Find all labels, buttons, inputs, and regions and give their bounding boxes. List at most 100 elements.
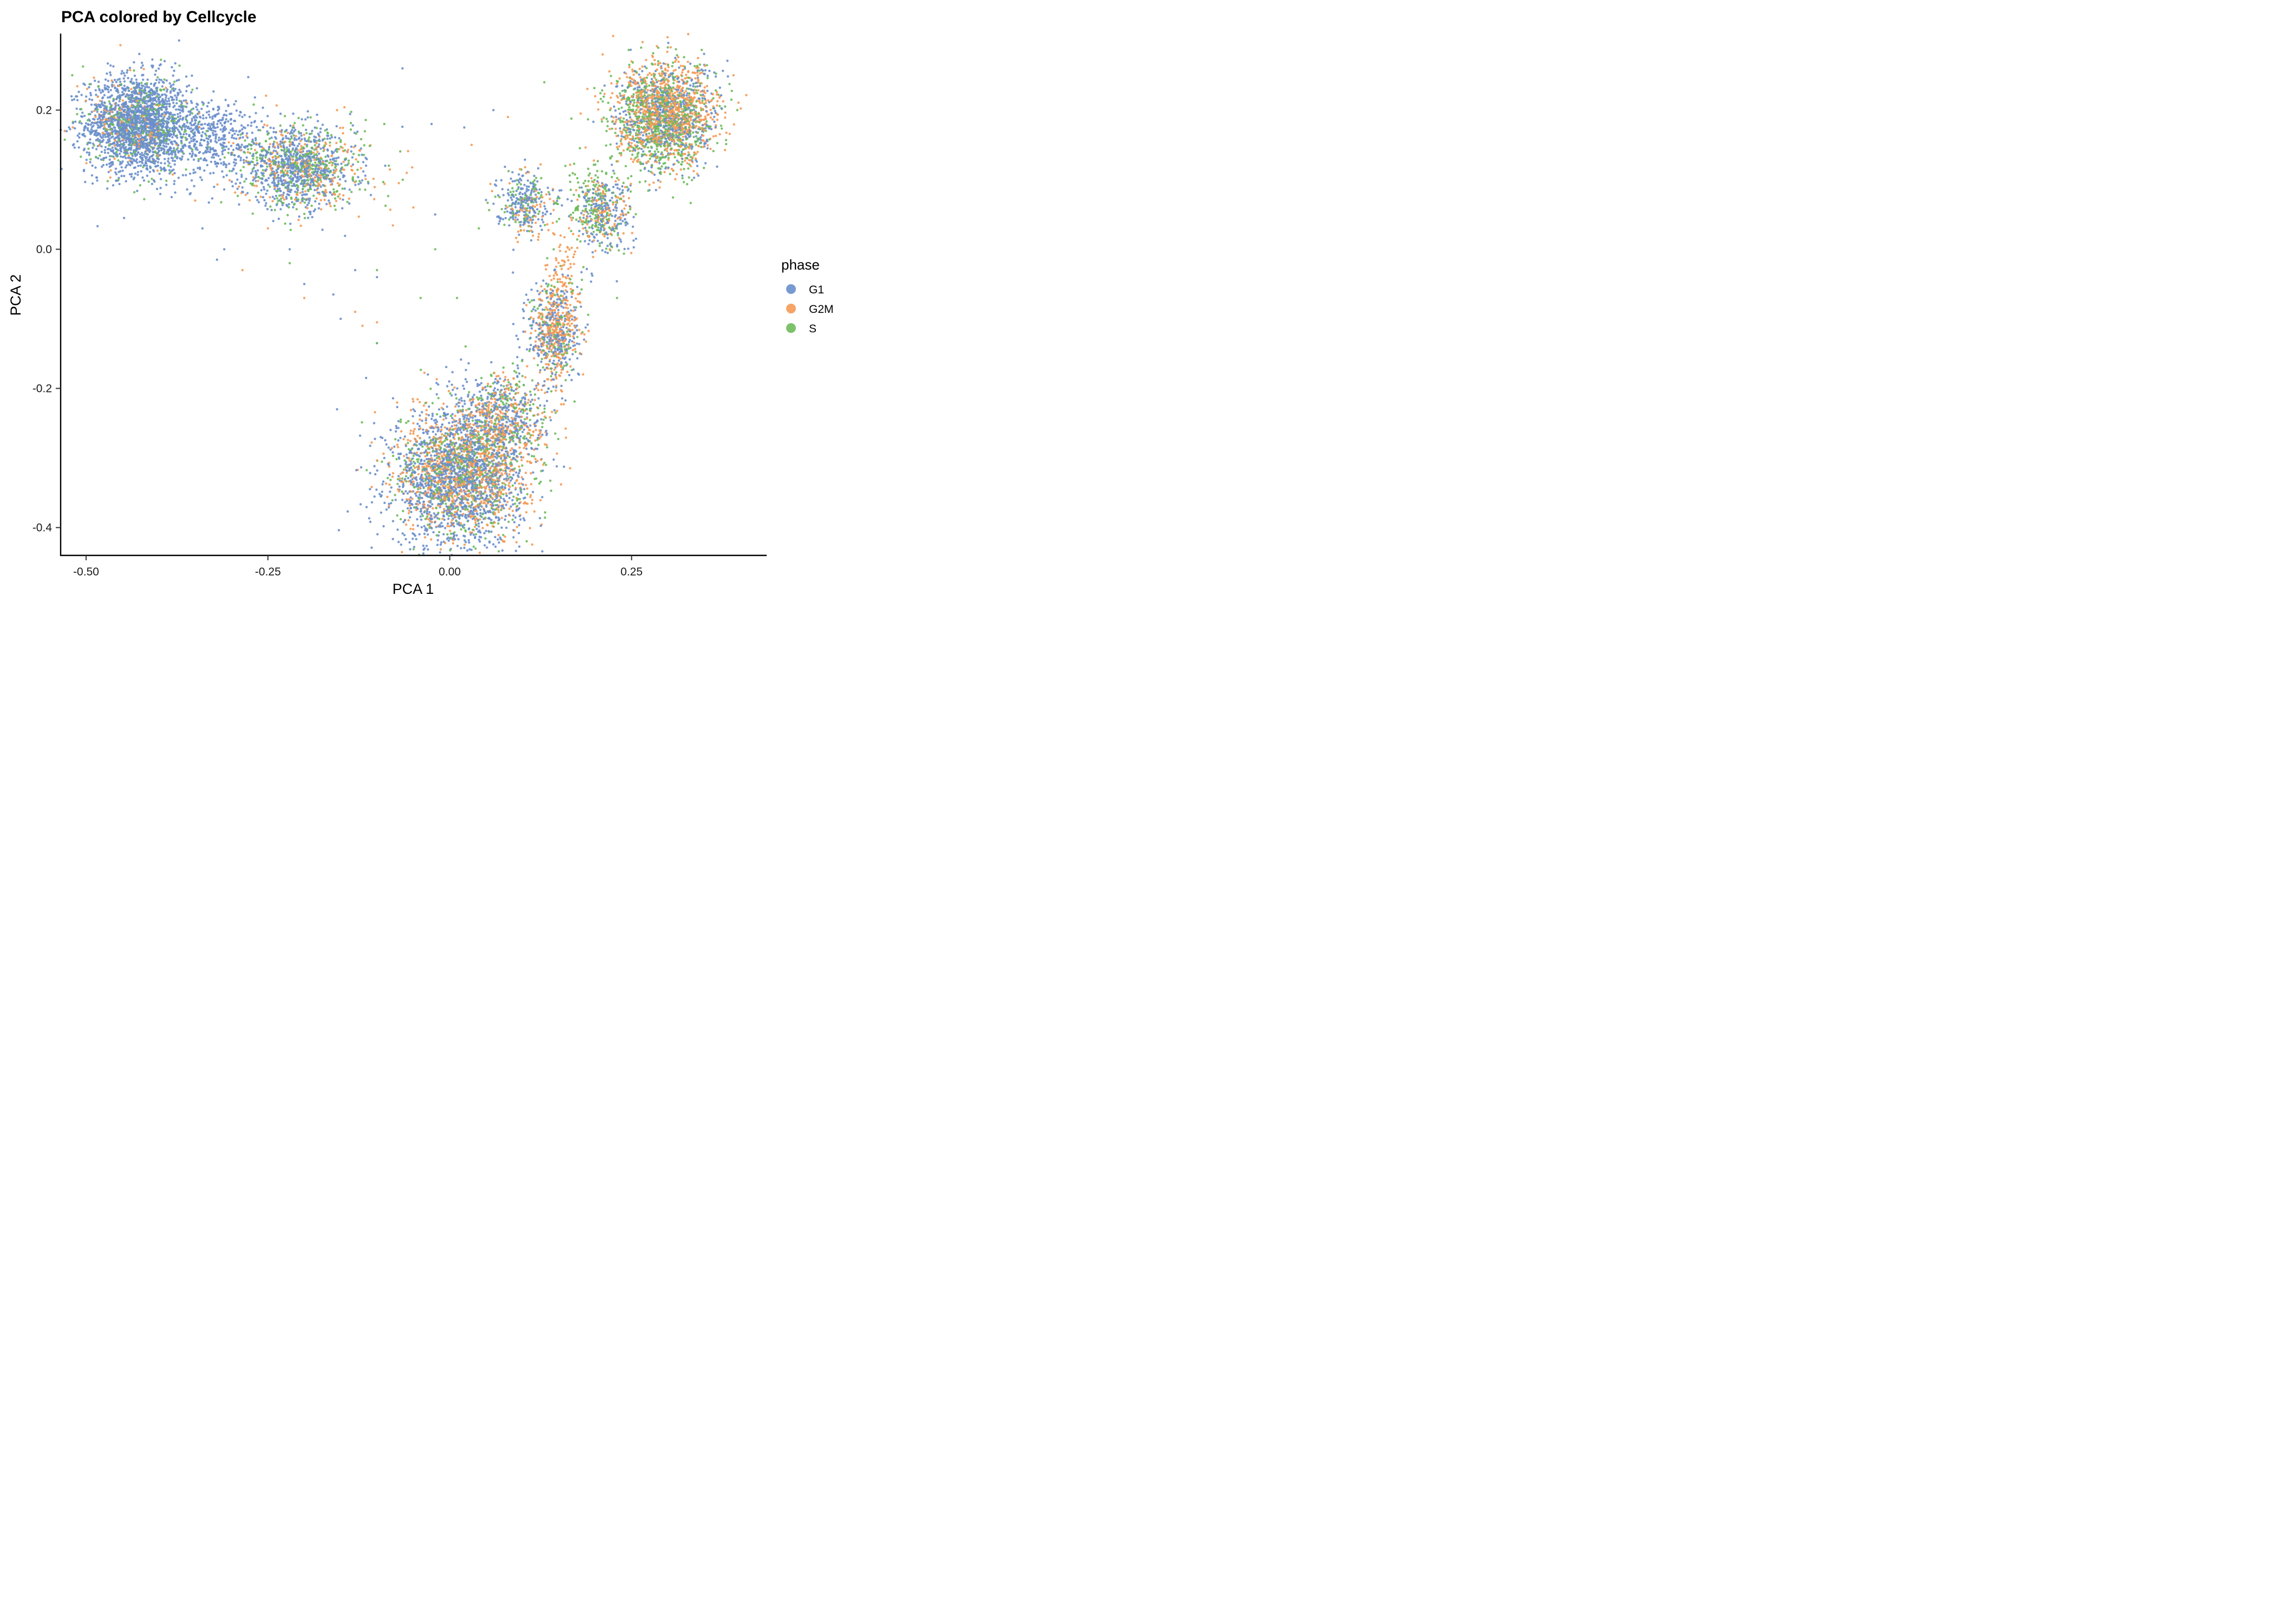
scatter-point-g1: [476, 497, 479, 500]
scatter-point-s: [290, 175, 292, 178]
scatter-point-g1: [155, 100, 158, 103]
scatter-point-g1: [423, 533, 426, 535]
scatter-point-g1: [282, 191, 285, 194]
scatter-point-g2m: [109, 169, 112, 172]
scatter-point-g2m: [633, 158, 636, 161]
scatter-point-g2m: [612, 116, 615, 119]
scatter-point-g1: [431, 415, 434, 417]
scatter-point-g2m: [638, 110, 641, 113]
scatter-point-g2m: [406, 172, 408, 174]
scatter-point-g1: [583, 197, 586, 200]
scatter-point-s: [528, 230, 531, 233]
scatter-point-g2m: [246, 151, 250, 154]
scatter-point-g1: [561, 273, 564, 276]
scatter-point-s: [424, 473, 427, 476]
scatter-point-g1: [518, 472, 520, 475]
scatter-point-s: [412, 548, 415, 551]
scatter-point-g1: [235, 147, 238, 149]
scatter-point-g1: [544, 207, 547, 210]
scatter-point-g1: [604, 251, 607, 253]
scatter-point-g1: [484, 385, 487, 389]
scatter-point-g1: [141, 61, 143, 64]
scatter-point-g1: [420, 473, 423, 476]
scatter-point-g1: [146, 156, 148, 159]
scatter-point-g1: [251, 132, 254, 134]
scatter-point-g2m: [227, 141, 230, 144]
scatter-point-g1: [536, 208, 539, 211]
scatter-point-g1: [270, 136, 273, 139]
scatter-point-s: [645, 67, 648, 70]
scatter-point-g1: [600, 241, 604, 244]
scatter-point-g1: [91, 182, 94, 185]
scatter-point-g1: [187, 84, 191, 87]
scatter-point-g1: [130, 175, 133, 178]
scatter-point-s: [688, 176, 690, 179]
scatter-point-g1: [291, 201, 293, 204]
scatter-point-s: [596, 228, 598, 232]
scatter-point-g2m: [557, 278, 559, 281]
scatter-point-g1: [173, 182, 175, 186]
scatter-point-g1: [527, 185, 530, 188]
scatter-point-s: [550, 284, 553, 287]
scatter-point-g1: [75, 107, 78, 110]
scatter-point-g2m: [504, 376, 507, 378]
scatter-point-g1: [88, 152, 91, 154]
scatter-point-g1: [369, 472, 371, 475]
scatter-point-g1: [615, 204, 617, 206]
scatter-point-g1: [532, 345, 535, 349]
scatter-point-g2m: [612, 35, 615, 37]
scatter-point-g1: [215, 165, 218, 168]
scatter-point-g2m: [495, 375, 498, 378]
scatter-point-g2m: [705, 84, 709, 88]
scatter-point-g2m: [543, 288, 546, 291]
scatter-point-g1: [317, 207, 321, 209]
scatter-point-s: [429, 388, 432, 390]
scatter-point-g1: [441, 423, 444, 426]
scatter-point-g1: [462, 502, 465, 505]
scatter-point-g1: [147, 100, 150, 103]
scatter-point-g1: [225, 166, 227, 168]
scatter-point-s: [616, 297, 618, 299]
scatter-point-g2m: [636, 160, 639, 163]
scatter-point-g1: [520, 419, 522, 422]
scatter-point-g1: [544, 369, 546, 371]
scatter-point-g1: [667, 42, 670, 44]
scatter-point-s: [516, 505, 519, 507]
scatter-point-g1: [587, 221, 590, 224]
scatter-point-g2m: [572, 335, 574, 338]
scatter-point-g2m: [442, 402, 445, 405]
scatter-point-s: [484, 537, 487, 540]
scatter-point-g2m: [686, 96, 689, 99]
scatter-point-g1: [573, 306, 576, 309]
scatter-point-g2m: [373, 198, 376, 201]
scatter-point-g1: [212, 90, 215, 93]
scatter-point-g1: [80, 122, 83, 125]
scatter-point-g1: [485, 389, 487, 391]
scatter-point-g1: [537, 338, 540, 340]
scatter-point-g2m: [574, 348, 577, 351]
scatter-point-g1: [212, 156, 215, 159]
scatter-point-s: [554, 432, 557, 435]
scatter-point-s: [167, 164, 170, 167]
scatter-point-g1: [447, 518, 450, 520]
scatter-point-g1: [474, 378, 478, 382]
scatter-point-s: [533, 305, 536, 309]
scatter-point-g2m: [479, 414, 482, 417]
scatter-point-g2m: [564, 351, 566, 354]
scatter-point-g2m: [594, 190, 598, 193]
scatter-point-s: [171, 88, 174, 90]
scatter-point-s: [307, 189, 310, 193]
scatter-point-s: [507, 381, 510, 384]
scatter-point-g1: [305, 193, 308, 196]
scatter-point-s: [588, 226, 591, 229]
scatter-point-g2m: [510, 459, 513, 461]
scatter-point-g1: [430, 122, 433, 126]
scatter-point-g1: [541, 212, 544, 214]
scatter-point-s: [564, 165, 567, 167]
scatter-point-g1: [492, 202, 495, 205]
scatter-point-g1: [576, 329, 578, 332]
scatter-point-g2m: [491, 397, 493, 401]
scatter-point-g2m: [624, 186, 626, 188]
scatter-point-g1: [532, 490, 534, 494]
scatter-point-g1: [263, 188, 266, 191]
